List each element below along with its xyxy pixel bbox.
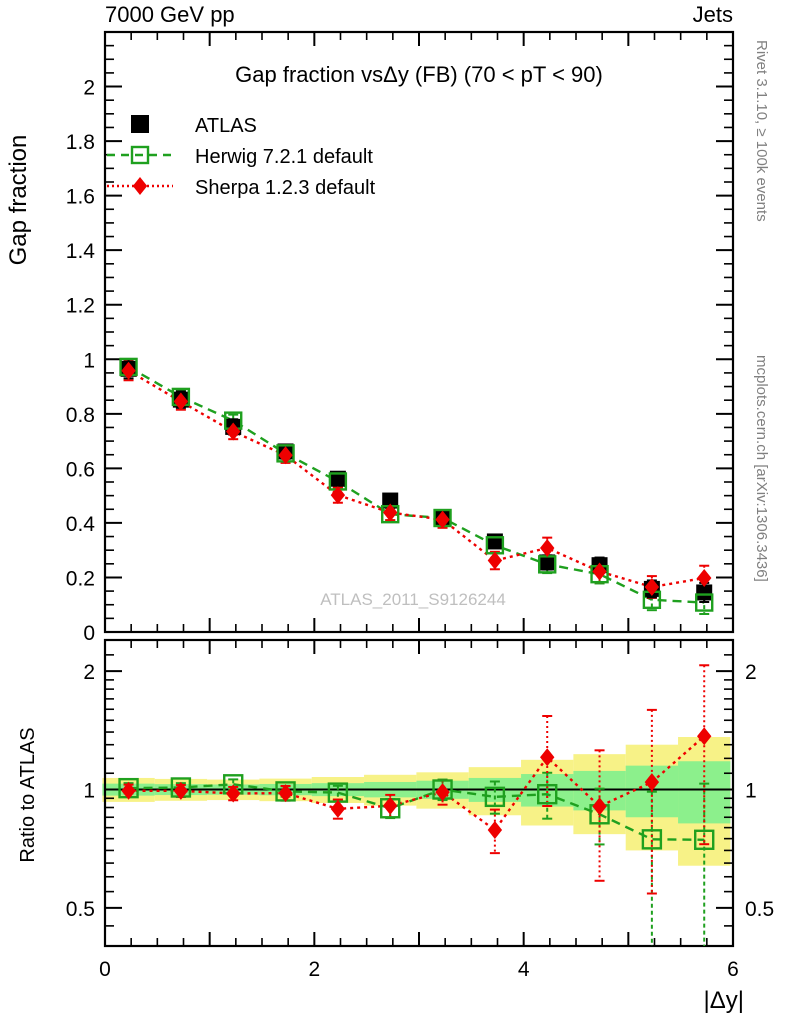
mcplots-source-label: mcplots.cern.ch [arXiv:1306.3436] xyxy=(753,355,770,582)
header-beam-label: 7000 GeV pp xyxy=(105,2,235,27)
marker-filled-diamond xyxy=(697,727,712,746)
main-y-tick-label: 1 xyxy=(83,349,95,372)
x-tick-label: 6 xyxy=(727,958,739,981)
rivet-version-label: Rivet 3.1.10, ≥ 100k events xyxy=(753,40,770,222)
main-y-tick-label: 1.2 xyxy=(66,295,95,318)
ratio-y-axis-title: Ratio to ATLAS xyxy=(17,727,39,862)
marker-filled-diamond xyxy=(173,392,189,411)
ratio-y-tick-label-right: 2 xyxy=(745,661,757,684)
marker-filled-diamond xyxy=(592,797,607,816)
marker-filled-square xyxy=(131,115,149,133)
legend-label-0: ATLAS xyxy=(195,115,257,137)
marker-filled-diamond xyxy=(278,446,293,465)
main-y-tick-label: 0.8 xyxy=(66,404,95,427)
series-line xyxy=(128,735,706,832)
marker-filled-diamond xyxy=(330,486,346,505)
x-tick-label: 4 xyxy=(518,958,530,981)
marker-filled-diamond xyxy=(697,569,712,587)
marker-filled-diamond xyxy=(278,784,293,803)
x-tick-label: 2 xyxy=(308,958,320,981)
marker-filled-diamond xyxy=(226,422,241,441)
main-y-axis-title: Gap fraction xyxy=(5,135,32,266)
marker-filled-diamond xyxy=(132,177,148,195)
legend-label-2: Sherpa 1.2.3 default xyxy=(195,177,376,199)
main-y-tick-label: 1.8 xyxy=(66,131,95,154)
main-y-tick-label: 0.2 xyxy=(66,567,95,590)
marker-filled-diamond xyxy=(226,784,241,803)
x-tick-label: 0 xyxy=(99,958,111,981)
marker-filled-diamond xyxy=(383,503,398,522)
series-line xyxy=(127,369,705,589)
marker-open-square xyxy=(641,829,663,850)
main-y-tick-label: 0.6 xyxy=(66,458,95,481)
marker-filled-diamond xyxy=(644,578,660,596)
ratio-y-tick-label-right: 1 xyxy=(745,780,757,803)
main-y-tick-label: 0.4 xyxy=(66,513,96,536)
marker-filled-diamond xyxy=(383,796,398,815)
ratio-y-tick-label-right: 0.5 xyxy=(745,898,774,921)
main-panel-title: Gap fraction vsΔy (FB) (70 < pT < 90) xyxy=(235,62,603,87)
marker-filled-diamond xyxy=(487,551,503,570)
main-y-tick-label: 2 xyxy=(83,77,95,100)
marker-filled-square xyxy=(539,554,556,571)
ratio-y-tick-label: 1 xyxy=(83,780,95,803)
marker-filled-diamond xyxy=(121,781,136,800)
marker-filled-square xyxy=(696,584,713,601)
main-y-tick-label: 1.4 xyxy=(66,240,96,263)
marker-open-square xyxy=(484,786,506,808)
marker-filled-square xyxy=(382,492,399,509)
ratio-y-tick-label: 0.5 xyxy=(66,898,95,921)
marker-filled-diamond xyxy=(592,562,607,581)
plot-canvas: 0 0.2 0.4 0.6 0.8 1 1.2 1.4 1.6 1.8 2 0.5 0.5 1 1 2 2 0 2 4… xyxy=(66,30,774,981)
marker-open-square xyxy=(694,829,715,850)
main-y-tick-label: 0 xyxy=(83,622,95,645)
marker-open-square xyxy=(537,783,558,805)
marker-filled-diamond xyxy=(540,748,555,767)
series-line xyxy=(127,365,705,604)
legend-label-1: Herwig 7.2.1 default xyxy=(195,146,373,168)
marker-filled-diamond xyxy=(121,361,136,380)
header-category-label: Jets xyxy=(693,2,733,27)
marker-filled-diamond xyxy=(435,510,450,529)
x-axis-title: |Δy| xyxy=(704,987,745,1014)
main-y-tick-label: 1.6 xyxy=(66,186,95,209)
marker-filled-diamond xyxy=(644,773,660,792)
ratio-y-tick-label: 2 xyxy=(83,661,95,684)
marker-filled-square xyxy=(486,533,503,550)
marker-filled-diamond xyxy=(173,781,189,800)
marker-open-square xyxy=(130,145,150,165)
marker-filled-diamond xyxy=(330,799,346,818)
marker-filled-square xyxy=(329,470,346,487)
marker-open-square xyxy=(695,593,714,612)
marker-filled-diamond xyxy=(487,820,503,839)
marker-filled-diamond xyxy=(435,783,450,802)
marker-filled-diamond xyxy=(540,539,555,557)
analysis-watermark: ATLAS_2011_S9126244 xyxy=(320,590,506,609)
